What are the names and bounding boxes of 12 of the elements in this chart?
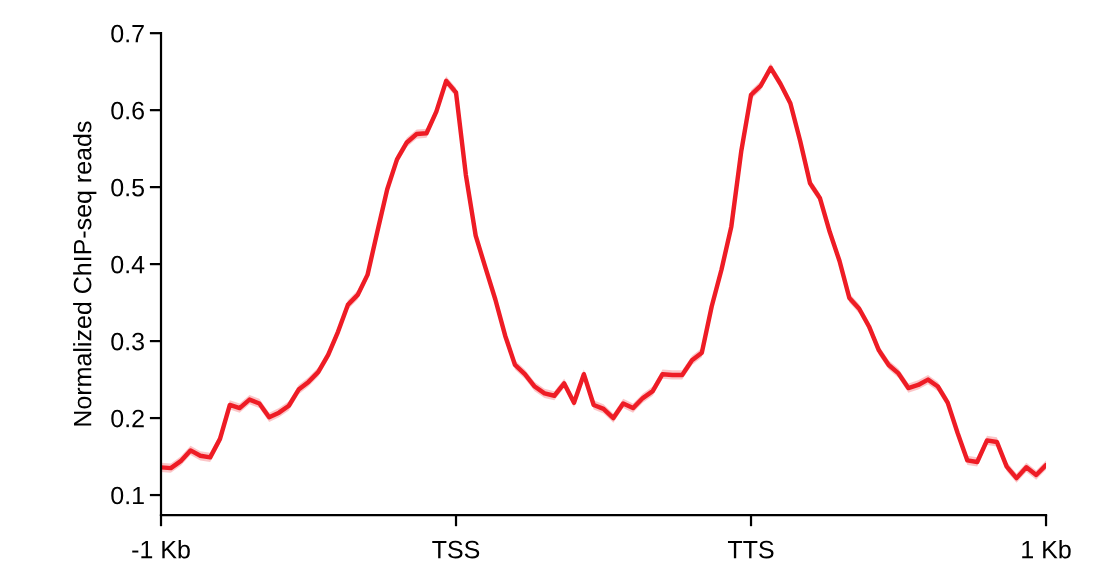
y-tick-label: 0.5 [111, 178, 144, 197]
y-tick-label: 0.2 [111, 409, 144, 428]
x-tick-label: TTS [727, 540, 774, 559]
y-tick-label: 0.7 [111, 24, 144, 43]
y-tick-label: 0.3 [111, 332, 144, 351]
y-tick-label: 0.1 [111, 486, 144, 505]
y-tick-label: 0.4 [111, 255, 145, 274]
y-axis-title: Normalized ChIP-seq reads [73, 121, 97, 426]
x-tick-label: 1 Kb [1022, 540, 1071, 559]
y-tick-label: 0.6 [111, 101, 144, 120]
x-tick-label: TSS [432, 540, 480, 559]
x-tick-label: -1 Kb [132, 540, 190, 559]
